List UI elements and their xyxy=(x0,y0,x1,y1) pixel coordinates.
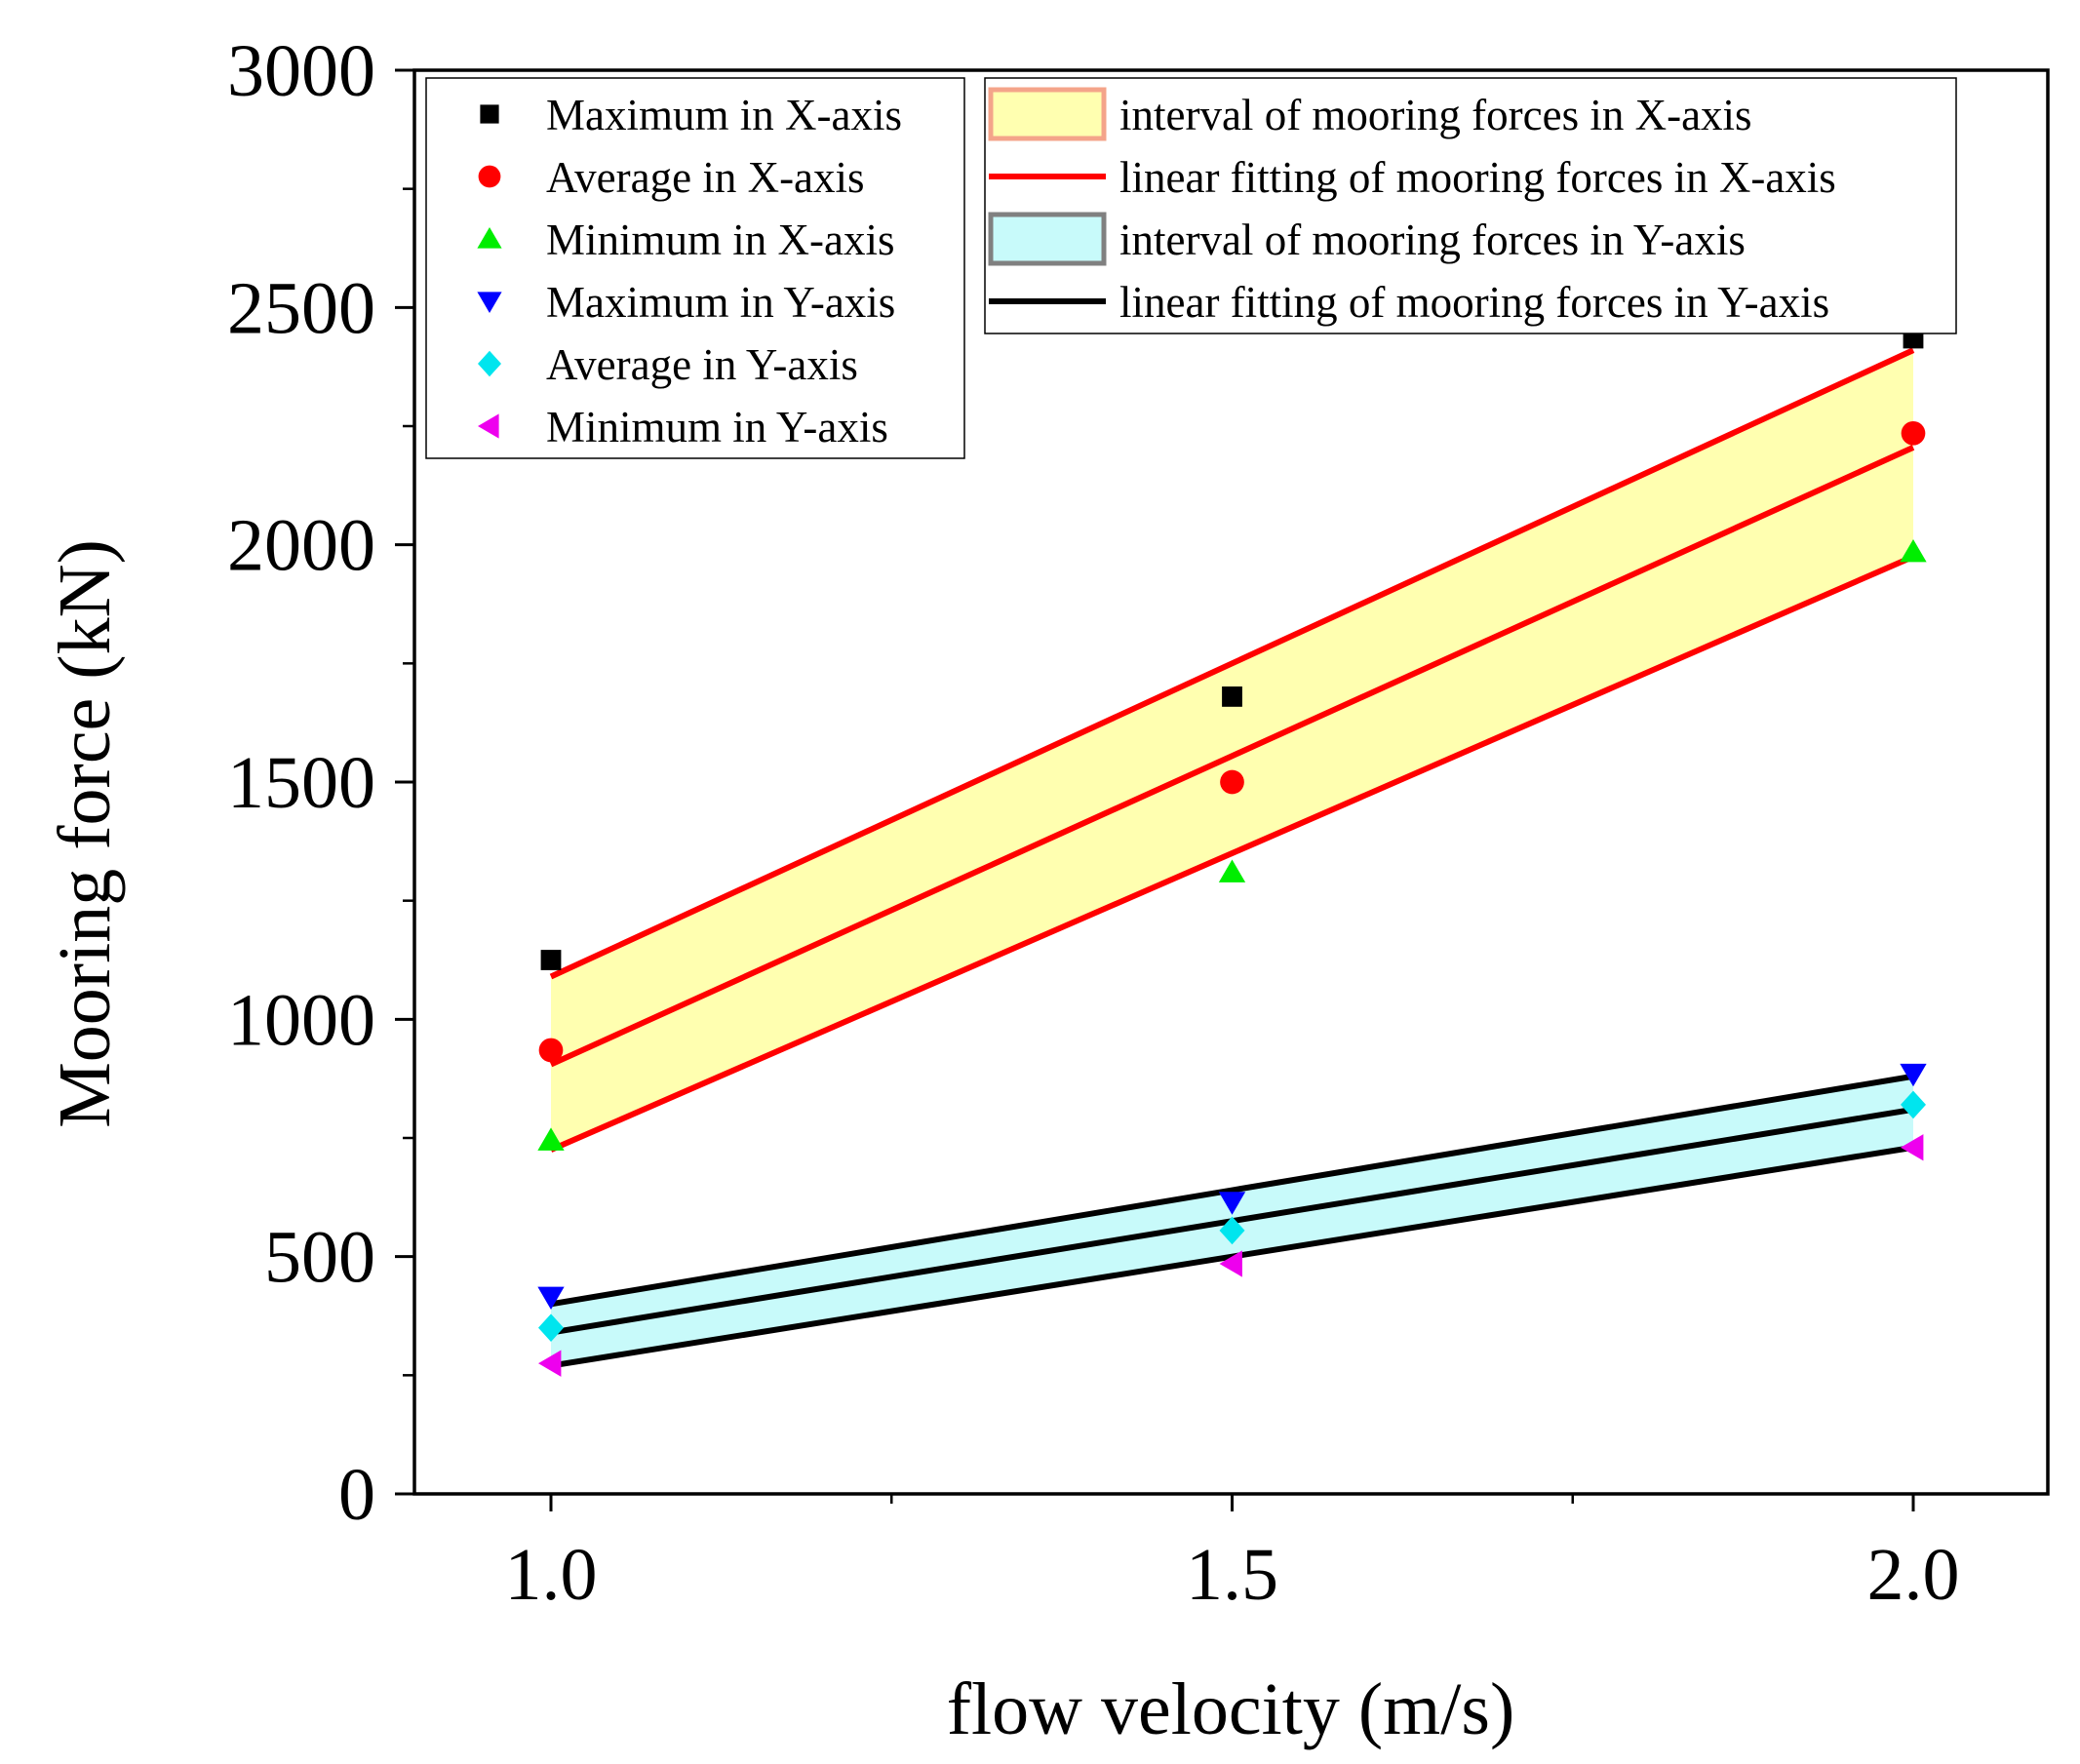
legend-band-swatch-2 xyxy=(988,212,1107,266)
point-minimum-in-y-axis-1 xyxy=(1219,1250,1242,1277)
y-axis-title: Mooring force (kN) xyxy=(44,539,126,1128)
point-maximum-in-y-axis-0 xyxy=(537,1286,565,1311)
point-maximum-in-x-axis-1 xyxy=(1222,686,1242,707)
y-tick-label: 500 xyxy=(264,1217,375,1299)
legend-markers: Maximum in X-axis Average in X-axis Minimu… xyxy=(425,77,965,459)
point-minimum-in-y-axis-0 xyxy=(538,1350,562,1377)
legend-marker-5 xyxy=(478,413,499,439)
data-points xyxy=(537,328,1927,1377)
legend-marker-3 xyxy=(477,292,502,313)
legend-fit-label-2: interval of mooring forces in Y-axis xyxy=(1119,216,1746,264)
point-minimum-in-y-axis-2 xyxy=(1901,1134,1924,1161)
fit-line-y-axis-0 xyxy=(550,1073,1914,1308)
legend-marker-1 xyxy=(478,165,501,188)
point-average-in-x-axis-1 xyxy=(1220,769,1244,795)
legend-fit-label-3: linear fitting of mooring forces in Y-ax… xyxy=(1119,278,1829,327)
y-axis-ticks: 0 500 1000 1500 2000 2500 3000 xyxy=(227,30,414,1536)
legend-label-3: Maximum in Y-axis xyxy=(546,278,895,327)
y-tick-label: 2500 xyxy=(227,267,375,349)
band-x-axis xyxy=(551,350,1913,1151)
point-average-in-x-axis-2 xyxy=(1901,420,1926,446)
x-tick-label: 2.0 xyxy=(1867,1534,1960,1616)
fit-lines xyxy=(549,347,1915,1369)
legend-label-2: Minimum in X-axis xyxy=(546,216,895,264)
point-minimum-in-x-axis-2 xyxy=(1900,538,1927,563)
point-average-in-y-axis-1 xyxy=(1219,1216,1245,1245)
point-average-in-y-axis-0 xyxy=(538,1313,564,1342)
point-average-in-x-axis-0 xyxy=(538,1038,564,1063)
legend-label-1: Average in X-axis xyxy=(546,153,865,202)
legend-label-4: Average in Y-axis xyxy=(546,340,858,389)
legend-marker-4 xyxy=(478,350,501,377)
legend-marker-2 xyxy=(477,227,502,249)
legend-fit-label-1: linear fitting of mooring forces in X-ax… xyxy=(1119,153,1836,202)
fit-line-x-axis-1 xyxy=(549,445,1915,1068)
point-minimum-in-x-axis-1 xyxy=(1218,859,1246,882)
legend-fit-label-0: interval of mooring forces in X-axis xyxy=(1119,91,1752,139)
y-tick-label: 1500 xyxy=(227,742,375,824)
y-tick-label: 3000 xyxy=(227,30,375,112)
point-minimum-in-x-axis-0 xyxy=(537,1127,565,1151)
x-axis-ticks: 1.0 1.5 2.0 xyxy=(505,1494,1960,1616)
fit-line-x-axis-2 xyxy=(549,554,1915,1153)
fit-line-x-axis-0 xyxy=(549,347,1915,980)
point-maximum-in-x-axis-0 xyxy=(540,950,562,970)
legend-markers-box xyxy=(425,77,965,459)
legend-band-swatch-0 xyxy=(988,87,1107,141)
y-tick-label: 0 xyxy=(338,1454,375,1536)
point-maximum-in-y-axis-1 xyxy=(1218,1192,1246,1215)
legend-label-5: Minimum in Y-axis xyxy=(546,403,888,451)
x-tick-label: 1.0 xyxy=(505,1534,598,1616)
legend-label-0: Maximum in X-axis xyxy=(546,91,902,139)
y-tick-label: 1000 xyxy=(227,979,375,1061)
point-average-in-y-axis-2 xyxy=(1901,1090,1926,1119)
point-maximum-in-y-axis-2 xyxy=(1900,1063,1927,1087)
x-tick-label: 1.5 xyxy=(1186,1534,1278,1616)
legend-fits: interval of mooring forces in X-axis line… xyxy=(984,77,1957,334)
x-axis-title: flow velocity (m/s) xyxy=(947,1668,1515,1750)
y-tick-label: 2000 xyxy=(227,505,375,587)
legend-fits-box xyxy=(984,77,1957,334)
legend-marker-0 xyxy=(480,104,499,124)
